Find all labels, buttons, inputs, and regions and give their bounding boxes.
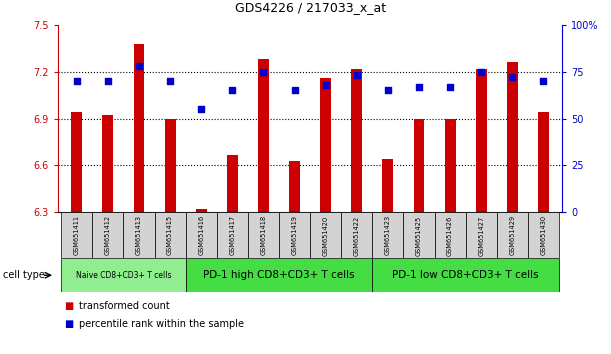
Bar — [258, 59, 269, 212]
Text: GSM651425: GSM651425 — [416, 215, 422, 256]
Bar — [155, 212, 186, 258]
Point — [290, 87, 299, 93]
Bar — [164, 119, 175, 212]
Bar — [434, 212, 466, 258]
Text: ■: ■ — [64, 301, 73, 311]
Text: GSM651430: GSM651430 — [541, 215, 546, 256]
Text: Naive CD8+CD3+ T cells: Naive CD8+CD3+ T cells — [76, 271, 171, 280]
Text: GSM651426: GSM651426 — [447, 215, 453, 256]
Bar — [507, 62, 518, 212]
Text: GSM651427: GSM651427 — [478, 215, 485, 256]
Bar — [61, 258, 186, 292]
Text: GSM651429: GSM651429 — [510, 215, 515, 256]
Bar — [476, 69, 487, 212]
Point — [352, 73, 362, 78]
Point — [258, 69, 268, 74]
Text: cell type: cell type — [3, 270, 45, 280]
Bar — [92, 212, 123, 258]
Point — [72, 78, 82, 84]
Text: percentile rank within the sample: percentile rank within the sample — [79, 319, 244, 329]
Text: GSM651419: GSM651419 — [291, 216, 298, 255]
Bar — [497, 212, 528, 258]
Bar — [186, 212, 217, 258]
Bar — [528, 212, 559, 258]
Point — [321, 82, 331, 88]
Text: GSM651415: GSM651415 — [167, 215, 173, 256]
Bar — [341, 212, 372, 258]
Bar — [186, 258, 372, 292]
Text: PD-1 high CD8+CD3+ T cells: PD-1 high CD8+CD3+ T cells — [203, 270, 355, 280]
Text: GSM651422: GSM651422 — [354, 215, 360, 256]
Text: GSM651413: GSM651413 — [136, 216, 142, 255]
Bar — [248, 212, 279, 258]
Bar — [217, 212, 248, 258]
Point — [196, 106, 206, 112]
Point — [134, 63, 144, 69]
Bar — [196, 209, 207, 212]
Bar — [382, 159, 393, 212]
Text: transformed count: transformed count — [79, 301, 170, 311]
Bar — [445, 119, 456, 212]
Bar — [133, 44, 144, 212]
Bar — [466, 212, 497, 258]
Bar — [538, 112, 549, 212]
Text: GSM651417: GSM651417 — [229, 215, 235, 256]
Bar — [71, 112, 82, 212]
Text: GSM651416: GSM651416 — [198, 215, 204, 256]
Bar — [372, 212, 403, 258]
Text: GSM651412: GSM651412 — [105, 215, 111, 256]
Point — [445, 84, 455, 90]
Point — [538, 78, 548, 84]
Text: PD-1 low CD8+CD3+ T cells: PD-1 low CD8+CD3+ T cells — [392, 270, 539, 280]
Bar — [103, 115, 113, 212]
Bar — [279, 212, 310, 258]
Point — [383, 87, 393, 93]
Bar — [289, 161, 300, 212]
Point — [477, 69, 486, 74]
Point — [227, 87, 237, 93]
Bar — [372, 258, 559, 292]
Text: GSM651411: GSM651411 — [74, 216, 79, 255]
Bar — [414, 119, 425, 212]
Text: GSM651418: GSM651418 — [260, 215, 266, 256]
Text: GSM651423: GSM651423 — [385, 215, 391, 256]
Bar — [403, 212, 434, 258]
Point — [414, 84, 424, 90]
Point — [508, 74, 518, 80]
Bar — [351, 69, 362, 212]
Bar — [61, 212, 92, 258]
Bar — [123, 212, 155, 258]
Text: ■: ■ — [64, 319, 73, 329]
Bar — [320, 78, 331, 212]
Point — [103, 78, 112, 84]
Bar — [227, 155, 238, 212]
Text: GDS4226 / 217033_x_at: GDS4226 / 217033_x_at — [235, 1, 386, 14]
Text: GSM651420: GSM651420 — [323, 215, 329, 256]
Point — [165, 78, 175, 84]
Bar — [310, 212, 341, 258]
